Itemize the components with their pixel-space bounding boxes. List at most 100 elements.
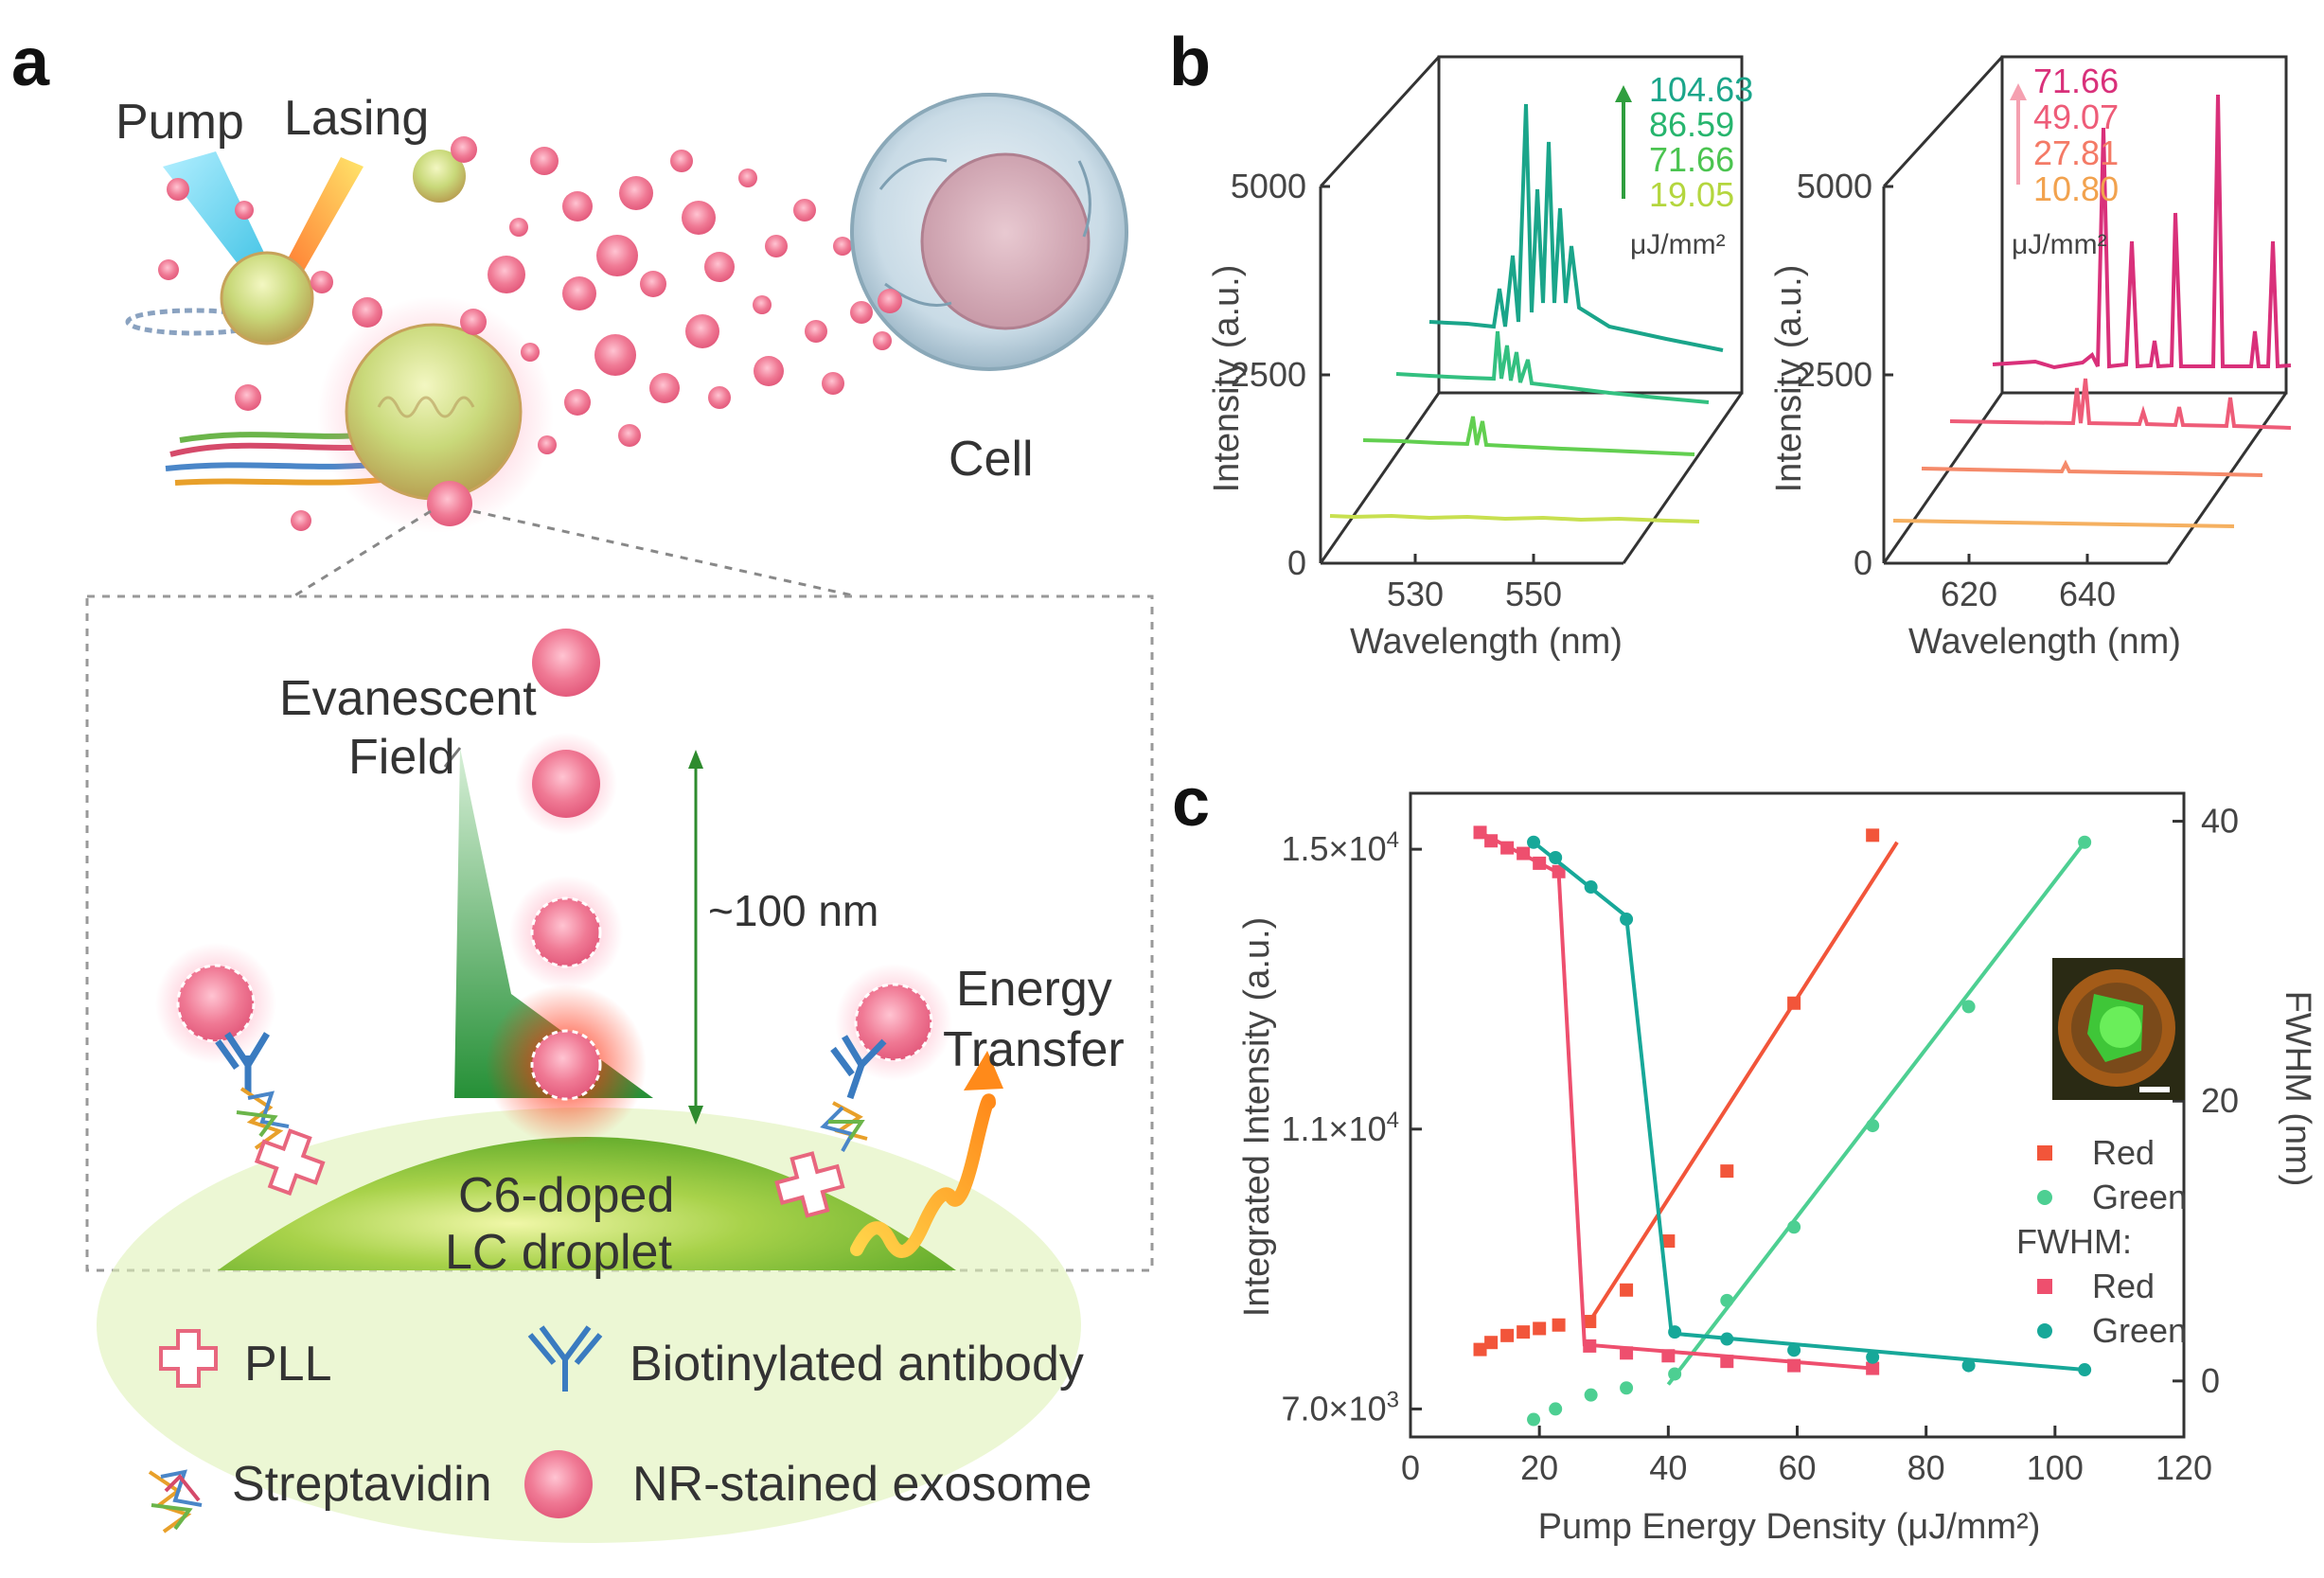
y2-tick-label: 0 xyxy=(2201,1361,2220,1400)
right-exosome xyxy=(854,983,933,1062)
x-tick-label: 60 xyxy=(1778,1448,1816,1487)
series-red-intensity xyxy=(1473,828,1899,1356)
svg-text:550: 550 xyxy=(1505,575,1562,613)
xtick-620: 620 xyxy=(1941,554,1997,613)
data-point xyxy=(1583,1315,1597,1329)
small-lc-droplet xyxy=(220,251,314,346)
data-point xyxy=(1484,834,1499,848)
left-exosome xyxy=(176,964,256,1043)
legend-label: Green xyxy=(2092,1178,2187,1216)
left-streptavidin xyxy=(236,1087,290,1150)
plot-area xyxy=(1473,825,2092,1427)
x-tick-label: 40 xyxy=(1649,1448,1687,1487)
legend-value-71-66: 71.66 xyxy=(1649,140,1734,179)
series-green-intensity xyxy=(1527,835,2092,1427)
data-point xyxy=(1484,1336,1499,1350)
data-point xyxy=(1517,1325,1531,1339)
legend-pll-label: PLL xyxy=(244,1337,332,1392)
legend-arrowhead xyxy=(2010,83,2027,100)
y-tick-label: 1.5×104 xyxy=(1282,827,1399,868)
data-point xyxy=(1620,913,1634,927)
x-axis-label: Wavelength (nm) xyxy=(1908,622,2181,662)
right-antibody xyxy=(830,1035,887,1100)
y-axis-label: Intensity (a.u.) xyxy=(1769,265,1809,493)
y-axis-label: Intensity (a.u.) xyxy=(1207,265,1247,493)
data-point xyxy=(1584,1388,1598,1402)
plot-frame xyxy=(1409,791,2186,1439)
legend-exosome-label: NR-stained exosome xyxy=(632,1457,1092,1512)
data-point xyxy=(1549,851,1563,864)
series-red-fwhm xyxy=(1473,825,1880,1375)
panel-c-label: c xyxy=(1172,765,1210,841)
data-point xyxy=(1720,1164,1734,1179)
lasing-beam xyxy=(273,157,364,295)
data-point xyxy=(1552,864,1566,878)
data-point xyxy=(1866,1361,1880,1375)
x-axis-label: Pump Energy Density (μJ/mm²) xyxy=(1538,1507,2041,1547)
data-point xyxy=(1787,996,1801,1010)
legend-label: Red xyxy=(2092,1267,2155,1305)
legend-value-49-07: 49.07 xyxy=(2033,98,2119,136)
data-point xyxy=(1527,835,1541,849)
data-point xyxy=(1533,1321,1547,1336)
panel-b-label: b xyxy=(1169,25,1211,100)
spectrum-19-05 xyxy=(1329,513,1700,523)
panel-a: a Pump Lasing xyxy=(11,25,1154,1543)
data-point xyxy=(1584,880,1598,895)
exosome-lasing xyxy=(530,1029,602,1101)
data-point xyxy=(1500,1328,1515,1342)
x-tick-label: 20 xyxy=(1520,1448,1558,1487)
ytick-0: 0 xyxy=(1854,543,1893,582)
depth-bottom-left xyxy=(1319,392,1441,564)
x-axis-label: Wavelength (nm) xyxy=(1350,622,1623,662)
legend-value-19-05: 19.05 xyxy=(1649,175,1734,214)
panel-a-label: a xyxy=(11,25,50,100)
lc-droplet-surface xyxy=(218,1137,956,1270)
legend-value-104-63: 104.63 xyxy=(1649,70,1753,109)
panel-b: b 0 2500 5000 530 550 Intensity (a.u.) W… xyxy=(1169,25,2292,662)
fit-line xyxy=(1666,841,2086,1386)
red-legend: 71.66 49.07 27.81 10.80 μJ/mm² xyxy=(2010,62,2119,260)
legend-unit: μJ/mm² xyxy=(1630,229,1726,260)
inset-image xyxy=(2052,958,2185,1100)
data-point xyxy=(1620,1346,1634,1360)
exosome-cloud xyxy=(158,136,892,531)
distance-label: ~100 nm xyxy=(708,886,878,935)
data-point xyxy=(1527,1412,1541,1427)
panel-b-red-plot: 0 2500 5000 620 640 Intensity (a.u.) Wav… xyxy=(1769,55,2292,662)
panel-a-legend: PLL Biotinylated antibody Streptavidin N… xyxy=(148,1325,1092,1534)
spectrum-10-80 xyxy=(1892,519,2235,528)
data-point xyxy=(1866,828,1880,842)
x-tick-label: 100 xyxy=(2027,1448,2084,1487)
energy-transfer-arrowhead xyxy=(964,1051,1003,1090)
svg-text:0: 0 xyxy=(1287,543,1306,582)
pump-label: Pump xyxy=(115,95,244,150)
legend-pll-icon xyxy=(159,1329,218,1388)
data-point xyxy=(1961,1000,1976,1014)
energy-label-1: Energy xyxy=(956,962,1112,1017)
field-pointer xyxy=(443,747,462,768)
ytick-2500: 2500 xyxy=(1797,355,1893,394)
spectrum-71-66 xyxy=(1362,416,1695,456)
series-green-fwhm xyxy=(1527,835,2092,1377)
x-tick-label: 80 xyxy=(1907,1448,1945,1487)
legend-marker xyxy=(2037,1145,2052,1161)
x-tick-label: 120 xyxy=(2155,1448,2212,1487)
evanescent-label-1: Evanescent xyxy=(279,671,537,726)
evanescent-field xyxy=(454,748,653,1098)
green-legend: 104.63 86.59 71.66 19.05 μJ/mm² xyxy=(1615,70,1753,260)
depth-top xyxy=(1319,55,1441,188)
legend-arrowhead xyxy=(1615,85,1632,102)
legend-antibody-icon xyxy=(527,1325,603,1392)
data-point xyxy=(1549,1402,1563,1416)
attached-exosome xyxy=(427,481,472,526)
exosome-column-3 xyxy=(530,896,602,968)
legend-streptavidin-label: Streptavidin xyxy=(232,1457,492,1512)
cell-label: Cell xyxy=(949,432,1034,487)
data-point xyxy=(1787,1358,1801,1373)
data-point xyxy=(1473,825,1487,840)
y2-tick-label: 40 xyxy=(2201,802,2239,841)
xtick-550: 550 xyxy=(1505,554,1562,613)
spectrum-86-59 xyxy=(1395,330,1710,404)
